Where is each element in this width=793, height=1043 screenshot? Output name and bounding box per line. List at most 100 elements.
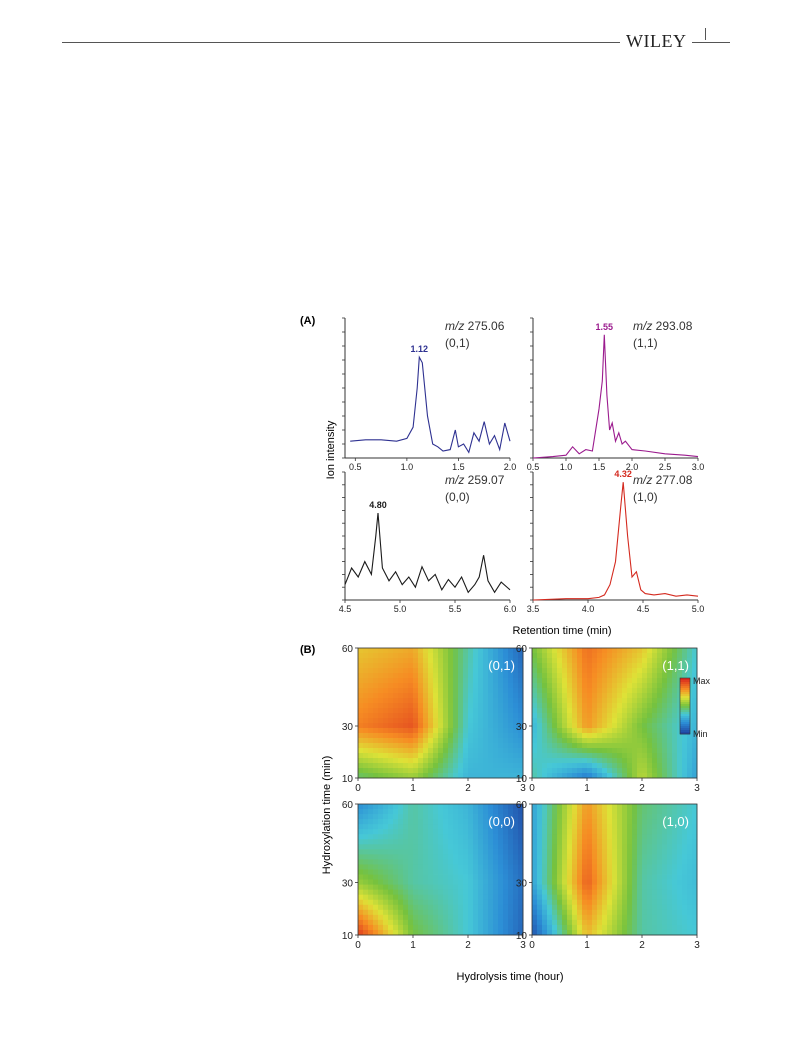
heat-cell: [428, 889, 434, 896]
heat-cell: [532, 658, 538, 664]
heat-cell: [577, 904, 583, 911]
heat-cell: [393, 879, 399, 886]
heat-cell: [513, 819, 519, 825]
heat-cell: [418, 839, 424, 845]
heat-cell: [388, 763, 394, 769]
heat-cell: [408, 909, 414, 916]
heat-cell: [358, 814, 364, 820]
heat-cell: [458, 874, 464, 880]
heat-cell: [408, 683, 414, 689]
heat-cell: [612, 839, 618, 845]
heat-cell: [513, 854, 519, 860]
heat-cell: [358, 834, 364, 840]
heat-cell: [667, 879, 673, 886]
heat-cell: [677, 874, 683, 880]
heat-cell: [518, 678, 524, 684]
heat-cell: [358, 718, 364, 724]
heat-cell: [612, 834, 618, 840]
heat-cell: [552, 864, 558, 870]
x-tick-label: 3: [520, 783, 526, 794]
heat-cell: [577, 894, 583, 901]
heat-cell: [368, 874, 374, 880]
heat-cell: [532, 693, 538, 699]
colorbar-cell: [680, 716, 690, 719]
heat-cell: [393, 773, 399, 779]
heat-cell: [473, 738, 479, 744]
heat-cell: [518, 894, 524, 901]
heat-cell: [418, 819, 424, 825]
heat-cell: [557, 763, 563, 769]
heat-cell: [547, 884, 553, 891]
heat-cell: [647, 909, 653, 916]
heat-cell: [687, 743, 693, 749]
heat-cell: [433, 894, 439, 901]
heat-cell: [378, 658, 384, 664]
heat-cell: [478, 904, 484, 911]
heat-cell: [438, 884, 444, 891]
heat-cell: [667, 809, 673, 815]
heat-cell: [373, 814, 379, 820]
heat-cell: [448, 688, 454, 694]
heat-cell: [652, 713, 658, 719]
heat-cell: [647, 924, 653, 931]
heat-cell: [368, 884, 374, 891]
heat-cell: [532, 834, 538, 840]
heat-cell: [652, 894, 658, 901]
heat-cell: [518, 693, 524, 699]
heat-cell: [368, 663, 374, 669]
heat-cell: [587, 904, 593, 911]
heat-cell: [617, 708, 623, 714]
heat-cell: [503, 924, 509, 931]
heat-cell: [513, 663, 519, 669]
heat-cell: [383, 849, 389, 855]
heat-cell: [513, 929, 519, 936]
heat-cell: [513, 728, 519, 734]
heat-cell: [637, 733, 643, 739]
heat-cell: [388, 859, 394, 865]
heat-cell: [368, 864, 374, 870]
heat-cell: [473, 909, 479, 916]
heat-cell: [408, 834, 414, 840]
heat-cell: [617, 738, 623, 744]
heat-cell: [483, 854, 489, 860]
heat-cell: [692, 728, 698, 734]
heat-cell: [667, 658, 673, 664]
heat-cell: [498, 698, 504, 704]
heat-cell: [383, 723, 389, 729]
heat-cell: [498, 723, 504, 729]
heat-cell: [582, 663, 588, 669]
heat-cell: [383, 854, 389, 860]
heat-cell: [508, 924, 514, 931]
heat-cell: [637, 924, 643, 931]
heat-cell: [403, 773, 409, 779]
heat-cell: [657, 698, 663, 704]
heat-cell: [572, 839, 578, 845]
heat-cell: [388, 804, 394, 810]
heat-cell: [597, 884, 603, 891]
heat-cell: [627, 768, 633, 774]
heat-cell: [493, 869, 499, 875]
heat-cell: [383, 748, 389, 754]
heat-cell: [513, 914, 519, 921]
y-tick-label: 30: [516, 722, 528, 733]
heat-cell: [627, 869, 633, 875]
heat-cell: [378, 763, 384, 769]
heat-cell: [443, 869, 449, 875]
heat-cell: [537, 804, 543, 810]
heat-cell: [642, 904, 648, 911]
heat-cell: [692, 819, 698, 825]
heatmap-frame: [357, 647, 524, 779]
heat-cell: [503, 713, 509, 719]
heat-cell: [458, 814, 464, 820]
colorbar-cell: [680, 724, 690, 727]
heat-cell: [508, 648, 514, 654]
heat-cell: [458, 844, 464, 850]
heat-cell: [443, 929, 449, 936]
heat-cell: [647, 698, 653, 704]
heat-cell: [428, 763, 434, 769]
heat-cell: [513, 668, 519, 674]
heat-cell: [557, 814, 563, 820]
heat-cell: [632, 718, 638, 724]
heat-cell: [443, 889, 449, 896]
colorbar-cell: [680, 730, 690, 733]
